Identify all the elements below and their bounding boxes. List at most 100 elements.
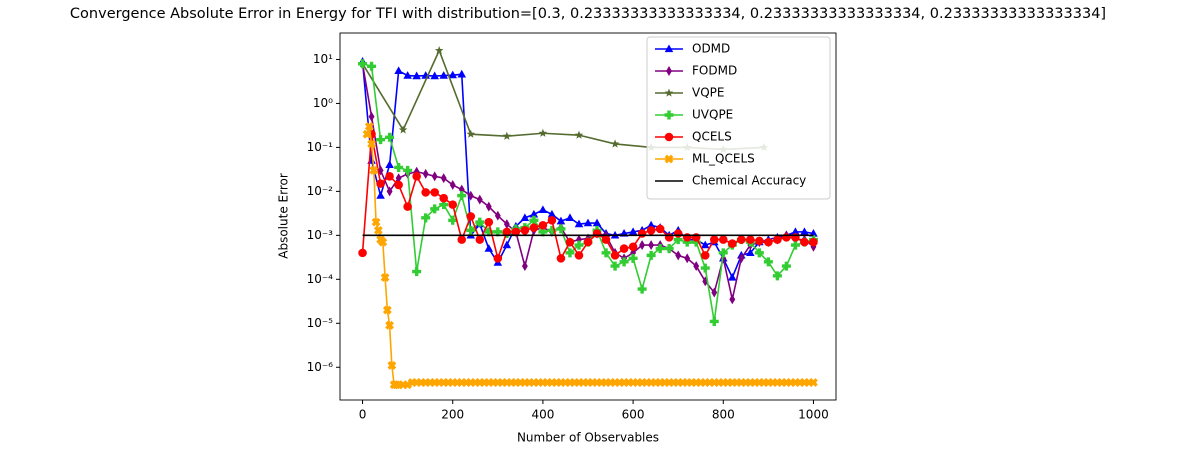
marker: [385, 320, 394, 330]
marker: [693, 261, 700, 272]
marker: [440, 173, 447, 184]
marker: [700, 263, 710, 273]
marker: [403, 202, 412, 211]
marker: [368, 111, 375, 122]
marker: [475, 217, 485, 227]
marker: [457, 235, 467, 244]
marker: [430, 188, 439, 197]
marker: [502, 131, 512, 140]
marker: [521, 261, 528, 272]
marker: [376, 179, 385, 188]
axes-frame: [339, 32, 837, 401]
marker: [421, 188, 430, 197]
legend-label: UVQPE: [692, 108, 733, 122]
marker: [754, 248, 764, 258]
marker: [790, 240, 800, 250]
marker: [520, 226, 530, 235]
marker: [574, 219, 584, 228]
marker: [709, 316, 719, 326]
legend-marker: [666, 66, 672, 76]
x-tick-label: 1000: [798, 408, 829, 422]
marker: [565, 237, 575, 247]
marker: [376, 191, 385, 199]
marker: [367, 139, 376, 149]
marker: [394, 66, 403, 75]
y-tick-label: 10⁰: [313, 96, 333, 110]
marker: [773, 235, 782, 244]
marker: [782, 233, 791, 242]
legend-label: ODMD: [692, 42, 730, 56]
marker: [565, 248, 575, 258]
marker: [718, 235, 728, 244]
marker: [421, 213, 431, 223]
marker: [466, 225, 476, 235]
x-tick-label: 0: [359, 408, 367, 422]
y-tick-label: 10⁻⁶: [307, 360, 334, 374]
legend-marker: [664, 154, 674, 164]
marker: [439, 71, 448, 79]
marker: [538, 220, 548, 230]
marker: [493, 227, 503, 237]
marker: [385, 132, 395, 142]
marker: [485, 201, 492, 212]
x-tick-label: 600: [622, 408, 645, 422]
marker: [738, 253, 745, 264]
marker: [639, 240, 646, 251]
marker: [547, 225, 557, 235]
marker: [503, 219, 510, 230]
marker: [367, 156, 376, 164]
marker: [371, 217, 381, 227]
marker: [628, 253, 638, 263]
marker: [583, 237, 593, 247]
marker: [364, 122, 374, 131]
marker: [369, 166, 379, 175]
marker: [682, 233, 692, 242]
marker: [601, 248, 611, 258]
marker: [394, 162, 404, 172]
marker: [511, 227, 521, 237]
marker: [380, 273, 390, 282]
marker: [403, 165, 413, 175]
marker: [592, 229, 602, 238]
marker: [800, 227, 809, 236]
marker: [362, 129, 372, 139]
marker: [376, 135, 386, 145]
marker: [781, 261, 791, 271]
marker: [691, 237, 701, 247]
marker: [737, 235, 746, 244]
marker: [628, 242, 638, 252]
marker: [763, 257, 773, 267]
marker: [520, 213, 530, 221]
marker: [358, 59, 368, 69]
marker: [791, 227, 800, 236]
marker: [709, 235, 719, 244]
marker: [619, 244, 629, 253]
marker: [493, 254, 503, 263]
marker: [538, 227, 548, 237]
marker: [529, 215, 539, 225]
marker: [434, 46, 444, 55]
marker: [457, 191, 467, 201]
marker: [809, 378, 818, 387]
legend-marker: [664, 88, 674, 97]
marker: [809, 237, 818, 247]
x-axis-label: Number of Observables: [517, 431, 659, 445]
marker: [655, 224, 665, 234]
marker: [538, 205, 548, 214]
marker: [556, 224, 566, 234]
marker: [610, 139, 620, 148]
marker: [673, 229, 683, 238]
marker: [385, 172, 394, 181]
marker: [431, 171, 438, 182]
marker: [682, 237, 692, 247]
marker: [574, 130, 584, 139]
marker: [529, 209, 539, 218]
marker: [394, 180, 403, 190]
marker: [412, 71, 421, 80]
marker: [673, 235, 683, 245]
marker: [466, 129, 476, 138]
marker: [386, 186, 393, 197]
legend-marker: [664, 132, 674, 142]
marker: [430, 204, 440, 214]
y-tick-label: 10⁻²: [307, 184, 334, 198]
